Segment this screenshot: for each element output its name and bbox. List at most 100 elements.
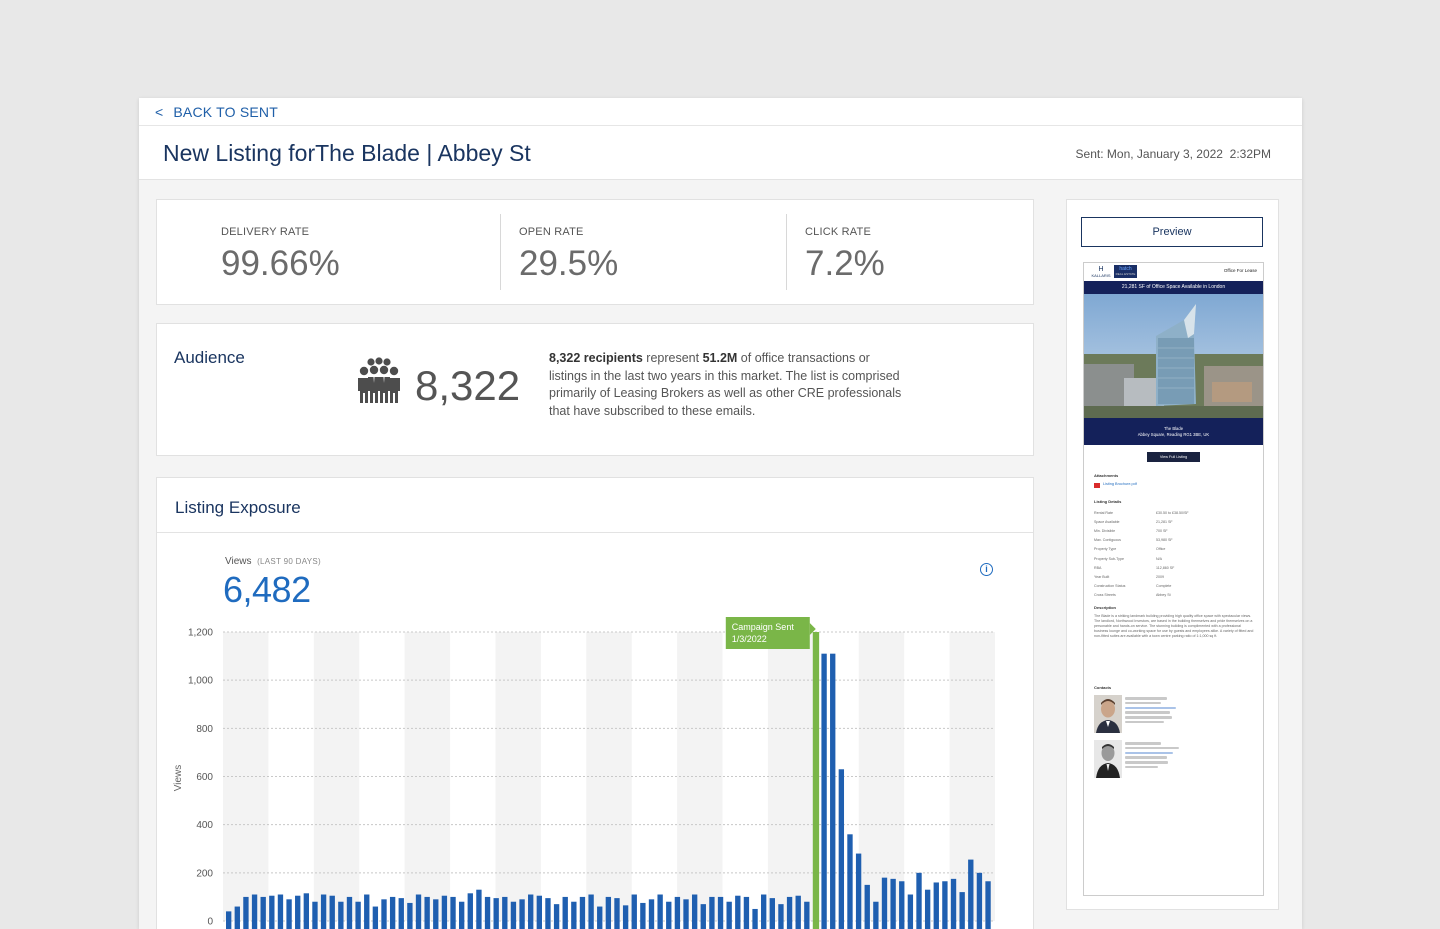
views-label-text: Views xyxy=(225,556,252,567)
office-for-lease-label: Office For Lease xyxy=(1223,268,1257,273)
chart-bar xyxy=(234,906,240,929)
y-tick-label: 200 xyxy=(196,868,213,879)
chart-bar xyxy=(743,896,750,929)
views-total: 6,482 xyxy=(223,569,311,610)
chart-bar xyxy=(726,901,732,929)
divider xyxy=(157,532,1033,533)
chart-bar xyxy=(666,901,672,929)
pdf-icon xyxy=(1094,483,1100,488)
chart-bar xyxy=(631,894,637,929)
desc-text: represent xyxy=(642,351,703,365)
chart-bar xyxy=(312,901,318,929)
listing-detail-row: Max. Contiguous 53,980 SF xyxy=(1094,538,1173,543)
chart-bar xyxy=(648,899,655,929)
chart-bar xyxy=(864,884,870,929)
chart-bar xyxy=(786,896,793,929)
stat-label: DELIVERY RATE xyxy=(221,226,310,238)
chart-bar xyxy=(467,893,473,929)
y-tick-label: 600 xyxy=(196,772,213,783)
chart-bar xyxy=(226,911,232,929)
chart-bar xyxy=(441,895,448,929)
chart-bar xyxy=(320,894,327,929)
chevron-left-icon: < xyxy=(155,104,164,120)
attachments-heading: Attachments xyxy=(1094,473,1119,478)
chart-bar xyxy=(329,895,335,929)
exposure-title: Listing Exposure xyxy=(175,498,301,517)
description-text: The Blade is a striking landmark buildin… xyxy=(1094,614,1254,638)
chart-bar xyxy=(571,901,577,929)
chart-bar xyxy=(717,896,724,929)
views-period: (LAST 90 DAYS) xyxy=(257,557,321,566)
chart-bar xyxy=(691,894,698,929)
attachment-link: Listing Brochure.pdf xyxy=(1103,482,1137,486)
chart-bar xyxy=(752,908,758,929)
contact-avatar xyxy=(1094,740,1122,778)
chart-bar xyxy=(476,889,482,929)
audience-card: Audience 8,322 8,322 recipients represen… xyxy=(156,323,1034,456)
stat-value: 7.2% xyxy=(805,244,885,283)
listing-detail-row: Property Sub-Type N/A xyxy=(1094,556,1162,561)
info-icon[interactable]: i xyxy=(980,563,993,576)
chart-bar xyxy=(847,834,853,929)
y-tick-label: 1,200 xyxy=(188,628,213,639)
views-label: Views (LAST 90 DAYS) xyxy=(225,556,321,567)
chart-bar xyxy=(502,896,508,929)
chart-bar xyxy=(761,894,767,929)
chart-bar xyxy=(640,902,646,929)
chart-bar xyxy=(769,898,775,929)
back-to-sent-link[interactable]: < BACK TO SENT xyxy=(155,104,278,120)
chart-bar xyxy=(950,878,957,929)
chart-bar xyxy=(450,896,456,929)
chart-bar xyxy=(795,895,801,929)
chart-bar xyxy=(286,899,292,929)
chart-bar xyxy=(338,901,344,929)
listing-detail-row: Construction Status Complete xyxy=(1094,583,1172,588)
divider xyxy=(500,214,501,290)
stat-label: OPEN RATE xyxy=(519,226,584,238)
chart-bar xyxy=(735,895,741,929)
campaign-annotation-date: 1/3/2022 xyxy=(732,634,767,644)
y-axis-label: Views xyxy=(173,765,184,792)
chart-bar xyxy=(372,906,379,929)
chart-bar xyxy=(674,896,681,929)
recipients-count: 8,322 recipients xyxy=(549,351,643,365)
contact-details-blurred xyxy=(1125,697,1185,726)
chart-bar xyxy=(933,882,939,929)
chart-bar xyxy=(916,872,922,929)
chart-bar xyxy=(899,881,905,929)
chart-bar xyxy=(579,896,586,929)
page-title: New Listing forThe Blade | Abbey St xyxy=(163,140,531,166)
chart-bar xyxy=(269,895,275,929)
chart-bar xyxy=(243,896,249,929)
y-tick-label: 1,000 xyxy=(188,676,213,687)
chart-bar xyxy=(251,894,258,929)
stat-value: 29.5% xyxy=(519,244,619,283)
chart-bar xyxy=(295,895,301,929)
chart-bar xyxy=(458,901,465,929)
chart-bar xyxy=(597,906,603,929)
chart-bar xyxy=(260,896,266,929)
chart-bar xyxy=(985,881,991,929)
preview-button[interactable]: Preview xyxy=(1081,217,1263,247)
chart-bar xyxy=(355,901,361,929)
email-banner: 21,281 SF of Office Space Available in L… xyxy=(1084,281,1263,294)
listing-details-heading: Listing Details xyxy=(1094,499,1122,504)
chart-bar xyxy=(873,901,879,929)
campaign-annotation-box xyxy=(725,617,810,649)
description-heading: Description xyxy=(1094,605,1117,610)
chart-bar xyxy=(484,896,491,929)
chart-bar xyxy=(709,896,715,929)
chart-bar xyxy=(545,898,551,929)
people-group-icon xyxy=(358,357,400,403)
sent-timestamp: Sent: Mon, January 3, 2022 2:32PM xyxy=(1075,147,1271,161)
desc-text: of office transactions or listings in th… xyxy=(549,351,902,418)
email-preview-thumbnail[interactable]: H KALLARIS hatch REAL ESTATE Office For Le… xyxy=(1083,262,1264,896)
listing-detail-row: RBA 112,860 SF xyxy=(1094,565,1175,570)
chart-column-band xyxy=(495,632,541,921)
listing-detail-row: Space Available 21,281 SF xyxy=(1094,520,1173,525)
chart-bar xyxy=(821,653,827,929)
views-bar-chart: 0 200 400 600 800 1,000 1,200 Views Campaign Sen… xyxy=(173,617,995,929)
chart-bar xyxy=(614,898,620,929)
chart-bar xyxy=(778,904,784,929)
chart-bar xyxy=(562,896,568,929)
